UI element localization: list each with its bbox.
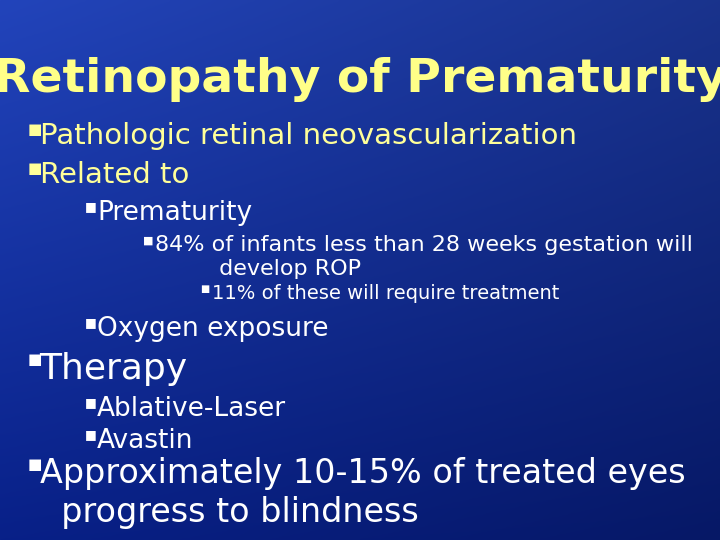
Text: ■: ■ (143, 235, 153, 246)
Text: Prematurity: Prematurity (97, 200, 252, 226)
Text: Approximately 10-15% of treated eyes
  progress to blindness: Approximately 10-15% of treated eyes pro… (40, 457, 685, 529)
Text: ■: ■ (85, 200, 96, 213)
Text: ■: ■ (27, 352, 42, 367)
Text: ■: ■ (27, 161, 42, 176)
Text: Ablative-Laser: Ablative-Laser (97, 396, 287, 422)
Text: Therapy: Therapy (40, 352, 188, 386)
Text: Pathologic retinal neovascularization: Pathologic retinal neovascularization (40, 122, 577, 150)
Text: 11% of these will require treatment: 11% of these will require treatment (212, 284, 559, 303)
Text: ■: ■ (85, 428, 96, 441)
Text: 84% of infants less than 28 weeks gestation will
         develop ROP: 84% of infants less than 28 weeks gestat… (155, 235, 693, 279)
Text: ■: ■ (85, 396, 96, 409)
Text: ■: ■ (200, 284, 210, 294)
Text: Oxygen exposure: Oxygen exposure (97, 316, 329, 342)
Text: Avastin: Avastin (97, 428, 194, 454)
Text: ■: ■ (27, 122, 42, 137)
Text: Related to: Related to (40, 161, 189, 189)
Text: ■: ■ (85, 316, 96, 329)
Text: Retinopathy of Prematurity: Retinopathy of Prematurity (0, 57, 720, 102)
Text: ■: ■ (27, 457, 42, 472)
